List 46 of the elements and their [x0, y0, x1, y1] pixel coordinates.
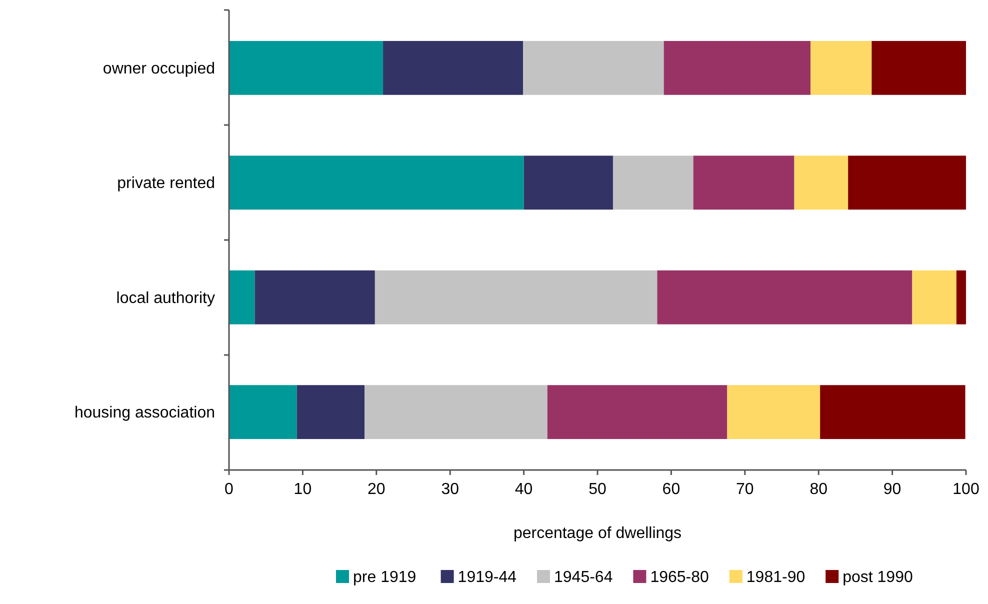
y-tick-label: owner occupied [102, 60, 215, 78]
bar [229, 40, 384, 95]
legend-label: 1965-80 [650, 569, 710, 586]
bar [848, 156, 966, 210]
legend-label: post 1990 [842, 569, 913, 586]
bar [612, 156, 694, 210]
bar [254, 270, 375, 324]
x-tick-label: 20 [368, 481, 386, 498]
legend-label: 1981-90 [746, 569, 806, 586]
legend-label: 1945-64 [554, 569, 613, 586]
bar [524, 156, 613, 210]
bar [523, 40, 664, 95]
y-tick-label: private rented [117, 175, 215, 192]
x-tick-label: 60 [662, 481, 680, 498]
x-tick-label: 80 [810, 481, 828, 498]
bar [727, 385, 820, 440]
bar [547, 385, 728, 440]
x-tick-label: 90 [883, 481, 902, 498]
bar [794, 156, 848, 210]
x-axis-title: percentage of dwellings [513, 525, 682, 542]
bar [872, 40, 966, 95]
bar [657, 270, 912, 324]
bar [229, 270, 255, 324]
bar [820, 385, 966, 440]
x-tick-label: 50 [588, 481, 606, 498]
x-tick-label: 70 [736, 481, 754, 498]
bar [810, 40, 872, 95]
bar [229, 385, 297, 440]
legend-label: pre 1919 [353, 569, 416, 586]
bar [364, 385, 548, 440]
x-tick-label: 10 [294, 481, 312, 498]
legend-label: 1919-44 [458, 569, 517, 586]
x-tick-label: 30 [441, 481, 460, 498]
bar [374, 270, 658, 324]
bar [693, 156, 794, 210]
x-tick-label: 100 [952, 481, 980, 498]
y-tick-label: local authority [116, 290, 215, 307]
bar [383, 40, 524, 95]
bar [664, 40, 810, 95]
bar [296, 385, 365, 440]
y-tick-label: housing association [74, 404, 215, 422]
bar [956, 270, 966, 324]
bar [229, 156, 524, 210]
x-tick-label: 0 [224, 481, 234, 498]
x-tick-label: 40 [514, 481, 533, 498]
bar [912, 270, 956, 324]
